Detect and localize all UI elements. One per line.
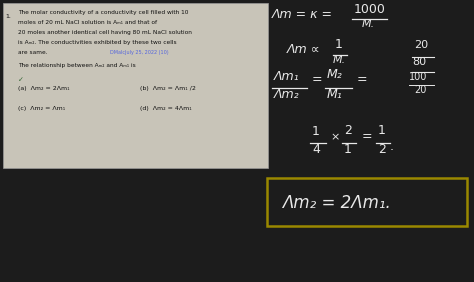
- Text: Λm₁: Λm₁: [274, 70, 300, 83]
- Text: The molar conductivity of a conductivity cell filled with 10: The molar conductivity of a conductivity…: [18, 10, 189, 15]
- Text: ✓: ✓: [18, 77, 24, 83]
- Text: Λm ∝: Λm ∝: [287, 43, 320, 56]
- FancyBboxPatch shape: [267, 178, 467, 226]
- Text: 1.: 1.: [5, 14, 11, 19]
- Text: 1: 1: [312, 125, 320, 138]
- Text: (b)  Λm₂ = Λm₁ /2: (b) Λm₂ = Λm₁ /2: [140, 86, 196, 91]
- Text: 1: 1: [335, 38, 343, 51]
- Text: (d)  Λm₂ = 4Λm₁: (d) Λm₂ = 4Λm₁: [140, 106, 192, 111]
- Text: The relationship between Aₘ₂ and Aₘ₁ is: The relationship between Aₘ₂ and Aₘ₁ is: [18, 63, 136, 68]
- Text: (c)  Λm₂ = Λm₁: (c) Λm₂ = Λm₁: [18, 106, 65, 111]
- Text: 20 moles another identical cell having 80 mL NaCl solution: 20 moles another identical cell having 8…: [18, 30, 192, 35]
- Text: =: =: [362, 130, 373, 143]
- Text: 1: 1: [378, 124, 386, 137]
- Text: 20: 20: [414, 40, 428, 50]
- Text: 1: 1: [344, 143, 352, 156]
- FancyBboxPatch shape: [3, 3, 268, 168]
- Text: DMalcJuly 25, 2022 (10): DMalcJuly 25, 2022 (10): [110, 50, 169, 55]
- Text: 100: 100: [409, 72, 428, 82]
- Text: 4: 4: [312, 143, 320, 156]
- Text: ×: ×: [330, 132, 339, 142]
- Text: =: =: [357, 73, 368, 86]
- Text: is Aₘ₂. The conductivities exhibited by these two cells: is Aₘ₂. The conductivities exhibited by …: [18, 40, 177, 45]
- Text: Λm = κ =: Λm = κ =: [272, 8, 333, 21]
- Text: 2: 2: [378, 143, 386, 156]
- Text: 20: 20: [414, 85, 427, 95]
- Text: (a)  Λm₂ = 2Λm₁: (a) Λm₂ = 2Λm₁: [18, 86, 70, 91]
- Text: =: =: [312, 73, 323, 86]
- Text: 80: 80: [412, 57, 426, 67]
- Text: M.: M.: [362, 19, 375, 29]
- Text: are same.: are same.: [18, 50, 47, 55]
- Text: M₂: M₂: [327, 68, 343, 81]
- Text: moles of 20 mL NaCl solution is Aₘ₁ and that of: moles of 20 mL NaCl solution is Aₘ₁ and …: [18, 20, 157, 25]
- Text: Λm₂ = 2Λm₁.: Λm₂ = 2Λm₁.: [282, 194, 391, 212]
- Text: M.: M.: [333, 55, 346, 65]
- Text: Λm₂: Λm₂: [274, 88, 300, 101]
- Text: .: .: [390, 140, 394, 153]
- Text: M₁: M₁: [327, 88, 343, 101]
- Text: 1000: 1000: [354, 3, 386, 16]
- Text: 2: 2: [344, 124, 352, 137]
